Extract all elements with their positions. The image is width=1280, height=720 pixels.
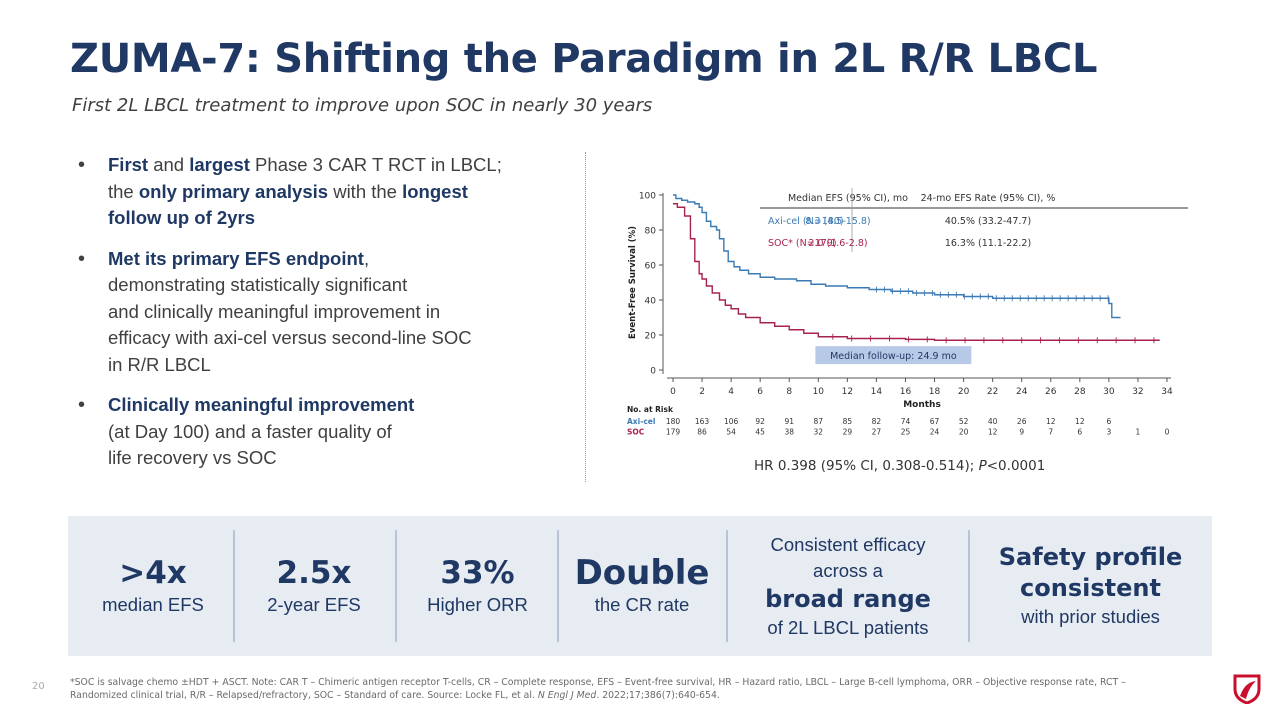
x-tick-label: 0 [670,387,676,397]
x-tick-label: 14 [871,387,883,397]
x-tick-label: 18 [929,387,941,397]
key-points-list: First and largest Phase 3 CAR T RCT in L… [78,152,558,486]
page-number: 20 [32,681,45,692]
y-axis-label: Event-Free Survival (%) [628,226,638,339]
page-title: ZUMA-7: Shifting the Paradigm in 2L R/R … [70,36,1098,82]
at-risk-value: 32 [814,428,824,437]
at-risk-value: 20 [959,428,969,437]
table-row-rate: 16.3% (11.1-22.2) [945,238,1031,249]
at-risk-value: 180 [666,417,681,426]
x-tick-label: 12 [842,387,853,397]
stat-2yr-efs: 2.5x 2-year EFS [267,555,361,615]
at-risk-value: 87 [814,417,824,426]
followup-annotation: Median follow-up: 24.9 mo [830,351,957,362]
table-header-rate: 24-mo EFS Rate (95% CI), % [921,193,1056,204]
at-risk-value: 52 [959,417,969,426]
x-tick-label: 2 [699,387,705,397]
at-risk-value: 163 [695,417,710,426]
at-risk-value: 91 [784,417,794,426]
at-risk-value: 12 [988,428,998,437]
stat-cr-rate: Double the CR rate [574,553,710,615]
vertical-divider [585,152,586,482]
x-tick-label: 32 [1132,387,1143,397]
km-curve-axi-cel [673,194,1121,319]
x-tick-label: 8 [786,387,792,397]
at-risk-value: 1 [1136,428,1141,437]
x-tick-label: 26 [1045,387,1057,397]
y-tick-label: 60 [645,262,657,272]
table-row-median: 2.0 (1.6-2.8) [808,238,867,249]
table-header-median: Median EFS (95% CI), mo [788,193,908,204]
at-risk-value: 24 [930,428,940,437]
at-risk-value: 40 [988,417,998,426]
x-tick-label: 22 [987,387,998,397]
y-tick-label: 80 [645,227,657,237]
y-tick-label: 0 [650,367,656,377]
at-risk-value: 86 [697,428,707,437]
at-risk-value: 29 [843,428,853,437]
stat-consistent-efficacy: Consistent efficacy across a broad range… [765,533,931,638]
table-row-label: Axi-cel (N=180) [768,216,844,227]
x-tick-label: 16 [900,387,912,397]
at-risk-value: 54 [726,428,736,437]
at-risk-value: 3 [1106,428,1111,437]
at-risk-value: 0 [1165,428,1170,437]
at-risk-value: 92 [755,417,765,426]
at-risk-value: 6 [1077,428,1082,437]
x-tick-label: 28 [1074,387,1086,397]
at-risk-value: 25 [901,428,911,437]
at-risk-value: 38 [784,428,794,437]
stat-separator [726,530,728,642]
x-tick-label: 10 [813,387,825,397]
footnote: *SOC is salvage chemo ±HDT + ASCT. Note:… [70,677,1126,701]
hazard-ratio-text: HR 0.398 (95% CI, 0.308-0.514); P<0.0001 [754,458,1046,474]
table-row-median: 8.3 (4.5-15.8) [805,216,870,227]
at-risk-value: 106 [724,417,739,426]
table-row-rate: 40.5% (33.2-47.7) [945,216,1031,227]
bullet-point: Clinically meaningful improvement(at Day… [78,392,558,472]
x-tick-label: 6 [757,387,763,397]
at-risk-value: 67 [930,417,940,426]
company-logo-icon [1233,674,1261,704]
stat-safety-profile: Safety profile consistent with prior stu… [998,543,1183,627]
key-stats-band: >4x median EFS 2.5x 2-year EFS 33% Highe… [68,516,1212,656]
y-tick-label: 40 [645,297,657,307]
stat-separator [557,530,559,642]
at-risk-value: 82 [872,417,882,426]
at-risk-value: 179 [666,428,681,437]
followup-annotation-box [815,346,972,365]
x-tick-label: 30 [1103,387,1115,397]
stat-separator [968,530,970,642]
at-risk-value: 74 [901,417,911,426]
at-risk-value: 9 [1019,428,1024,437]
stat-separator [395,530,397,642]
bullet-point: First and largest Phase 3 CAR T RCT in L… [78,152,558,232]
at-risk-value: 85 [843,417,853,426]
at-risk-value: 26 [1017,417,1027,426]
at-risk-title: No. at Risk [627,405,674,414]
km-curve-soc [673,203,1160,341]
stat-separator [233,530,235,642]
at-risk-label: Axi-cel [627,417,655,426]
x-tick-label: 24 [1016,387,1028,397]
x-axis-label: Months [903,400,941,410]
at-risk-label: SOC [627,428,645,437]
stat-median-efs: >4x median EFS [102,555,204,615]
bullet-point: Met its primary EFS endpoint,demonstrati… [78,246,558,379]
at-risk-value: 7 [1048,428,1053,437]
at-risk-value: 27 [872,428,882,437]
at-risk-value: 6 [1106,417,1111,426]
at-risk-value: 12 [1075,417,1085,426]
stat-orr: 33% Higher ORR [427,555,528,615]
table-row-label: SOC* (N=179) [768,238,837,249]
x-tick-label: 20 [958,387,970,397]
at-risk-value: 12 [1046,417,1056,426]
y-tick-label: 20 [645,332,657,342]
page-subtitle: First 2L LBCL treatment to improve upon … [72,95,653,116]
y-tick-label: 100 [639,192,656,202]
at-risk-value: 45 [755,428,765,437]
x-tick-label: 34 [1161,387,1173,397]
x-tick-label: 4 [728,387,734,397]
